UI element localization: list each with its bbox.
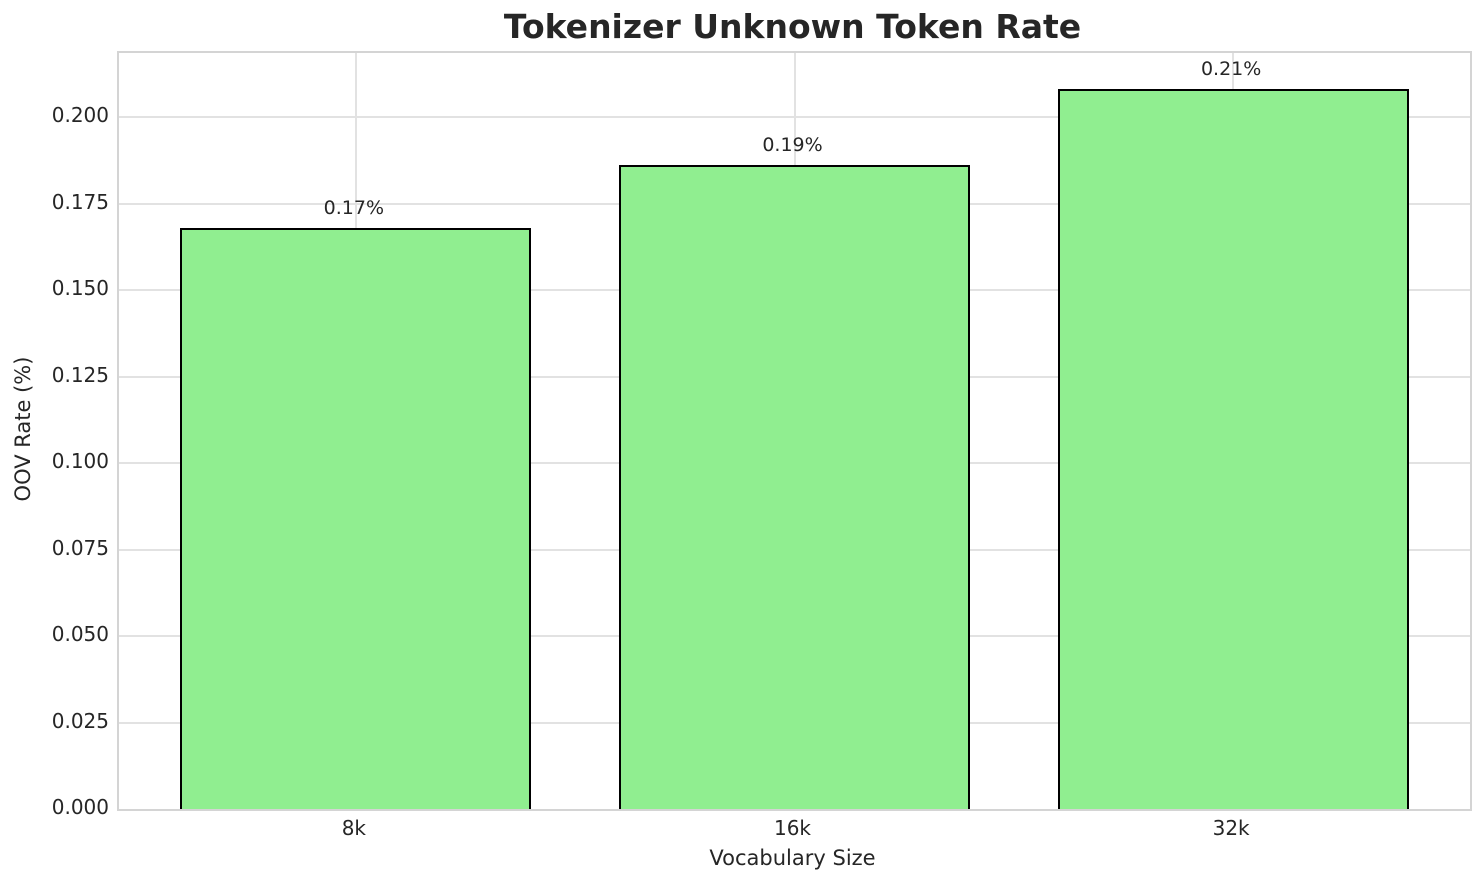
bar-8k [180,227,532,809]
bar-32k [1057,89,1409,809]
bar-value-label-16k: 0.19% [762,134,823,157]
y-tick-label-0.000: 0.000 [51,795,109,819]
bar-value-label-32k: 0.21% [1200,58,1262,81]
y-tick-label-0.025: 0.025 [51,708,109,733]
y-tick-label-0.075: 0.075 [51,535,109,560]
plot-area [117,51,1472,811]
x-tick-label-8k: 8k [341,816,367,840]
y-tick-label-0.150: 0.150 [51,276,109,300]
bar-16k [619,165,970,809]
x-axis-label: Vocabulary Size [709,846,876,870]
y-tick-label-0.050: 0.050 [51,622,109,646]
bar-value-label-8k: 0.17% [323,196,385,219]
x-tick-label-16k: 16k [773,816,812,840]
chart-title: Tokenizer Unknown Token Rate [503,7,1082,46]
x-tick-label-32k: 32k [1212,816,1250,840]
y-tick-label-0.175: 0.175 [51,189,109,214]
y-tick-label-0.100: 0.100 [51,449,109,473]
y-tick-label-0.125: 0.125 [51,362,109,387]
y-tick-label-0.200: 0.200 [51,103,109,127]
